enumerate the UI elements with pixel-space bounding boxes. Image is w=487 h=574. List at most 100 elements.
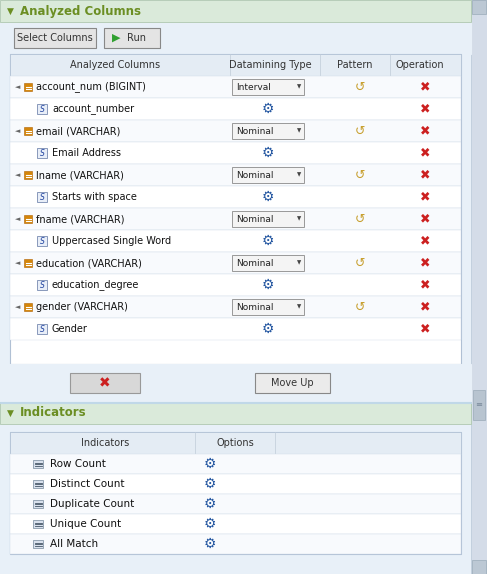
Text: ▼: ▼ [297, 216, 301, 222]
Text: ≡: ≡ [475, 401, 483, 409]
Text: ▼: ▼ [297, 261, 301, 266]
FancyBboxPatch shape [24, 215, 32, 223]
Text: Gender: Gender [52, 324, 88, 334]
FancyBboxPatch shape [232, 167, 304, 183]
Text: S: S [39, 281, 44, 289]
FancyBboxPatch shape [10, 120, 461, 142]
Text: ▼: ▼ [297, 129, 301, 134]
FancyBboxPatch shape [33, 460, 43, 468]
FancyBboxPatch shape [24, 259, 32, 267]
FancyBboxPatch shape [10, 296, 461, 318]
Text: email (VARCHAR): email (VARCHAR) [36, 126, 120, 136]
FancyBboxPatch shape [37, 280, 47, 290]
FancyBboxPatch shape [10, 252, 461, 274]
FancyBboxPatch shape [472, 0, 486, 14]
FancyBboxPatch shape [37, 192, 47, 202]
Text: Unique Count: Unique Count [50, 519, 121, 529]
Text: account_num (BIGINT): account_num (BIGINT) [36, 82, 146, 92]
FancyBboxPatch shape [10, 274, 461, 296]
Text: ⚙: ⚙ [262, 102, 274, 116]
FancyBboxPatch shape [10, 98, 461, 120]
FancyBboxPatch shape [473, 390, 485, 420]
FancyBboxPatch shape [24, 83, 32, 91]
Text: ↺: ↺ [355, 169, 365, 181]
FancyBboxPatch shape [37, 104, 47, 114]
Text: ✖: ✖ [420, 80, 430, 94]
Text: ↺: ↺ [355, 301, 365, 313]
Text: ✖: ✖ [420, 103, 430, 115]
Text: Datamining Type: Datamining Type [229, 60, 311, 70]
FancyBboxPatch shape [471, 0, 487, 574]
Text: ⚙: ⚙ [204, 537, 216, 551]
Text: ▶: ▶ [112, 33, 120, 43]
FancyBboxPatch shape [0, 402, 471, 424]
Text: Analyzed Columns: Analyzed Columns [20, 5, 141, 17]
Text: ✖: ✖ [420, 125, 430, 138]
Text: Select Columns: Select Columns [17, 33, 93, 43]
FancyBboxPatch shape [104, 28, 160, 48]
FancyBboxPatch shape [37, 324, 47, 334]
Text: S: S [39, 149, 44, 157]
FancyBboxPatch shape [10, 534, 461, 554]
Text: ⚙: ⚙ [204, 497, 216, 511]
Text: ↺: ↺ [355, 212, 365, 226]
FancyBboxPatch shape [0, 22, 471, 54]
FancyBboxPatch shape [0, 402, 471, 403]
FancyBboxPatch shape [10, 432, 461, 554]
Text: lname (VARCHAR): lname (VARCHAR) [36, 170, 124, 180]
Text: ◄: ◄ [15, 128, 20, 134]
Text: ⚙: ⚙ [262, 190, 274, 204]
FancyBboxPatch shape [33, 500, 43, 508]
Text: Nominal: Nominal [236, 302, 274, 312]
FancyBboxPatch shape [33, 520, 43, 528]
Text: S: S [39, 104, 44, 114]
FancyBboxPatch shape [24, 303, 32, 311]
FancyBboxPatch shape [33, 480, 43, 488]
Text: education_degree: education_degree [52, 280, 139, 290]
Text: ✖: ✖ [420, 278, 430, 292]
Text: S: S [39, 192, 44, 201]
Text: ⚙: ⚙ [262, 146, 274, 160]
Text: Nominal: Nominal [236, 215, 274, 223]
FancyBboxPatch shape [0, 364, 471, 402]
Text: S: S [39, 324, 44, 333]
Text: Move Up: Move Up [271, 378, 314, 388]
FancyBboxPatch shape [70, 373, 140, 393]
Text: ✖: ✖ [420, 257, 430, 270]
FancyBboxPatch shape [10, 494, 461, 514]
FancyBboxPatch shape [10, 142, 461, 164]
Text: All Match: All Match [50, 539, 98, 549]
Text: ↺: ↺ [355, 257, 365, 270]
Text: Duplicate Count: Duplicate Count [50, 499, 134, 509]
Text: ↺: ↺ [355, 80, 365, 94]
Text: ▼: ▼ [297, 304, 301, 309]
Text: Run: Run [127, 33, 146, 43]
Text: ◄: ◄ [15, 216, 20, 222]
FancyBboxPatch shape [232, 299, 304, 315]
Text: ⚙: ⚙ [204, 517, 216, 531]
Text: ⚙: ⚙ [204, 477, 216, 491]
Text: ◄: ◄ [15, 84, 20, 90]
Text: ✖: ✖ [420, 301, 430, 313]
FancyBboxPatch shape [37, 236, 47, 246]
Text: ⚙: ⚙ [262, 322, 274, 336]
FancyBboxPatch shape [232, 79, 304, 95]
Text: ◄: ◄ [15, 172, 20, 178]
Text: Row Count: Row Count [50, 459, 106, 469]
FancyBboxPatch shape [33, 540, 43, 548]
FancyBboxPatch shape [37, 148, 47, 158]
Text: Nominal: Nominal [236, 126, 274, 135]
Text: ▼: ▼ [6, 6, 14, 15]
Text: ⚙: ⚙ [262, 278, 274, 292]
FancyBboxPatch shape [24, 171, 32, 179]
Text: ◄: ◄ [15, 260, 20, 266]
Text: S: S [39, 236, 44, 246]
Text: ✖: ✖ [420, 323, 430, 335]
Text: Distinct Count: Distinct Count [50, 479, 125, 489]
Text: ◄: ◄ [15, 304, 20, 310]
Text: Options: Options [216, 438, 254, 448]
FancyBboxPatch shape [10, 474, 461, 494]
FancyBboxPatch shape [0, 0, 471, 22]
FancyBboxPatch shape [10, 186, 461, 208]
Text: ▼: ▼ [6, 409, 14, 417]
